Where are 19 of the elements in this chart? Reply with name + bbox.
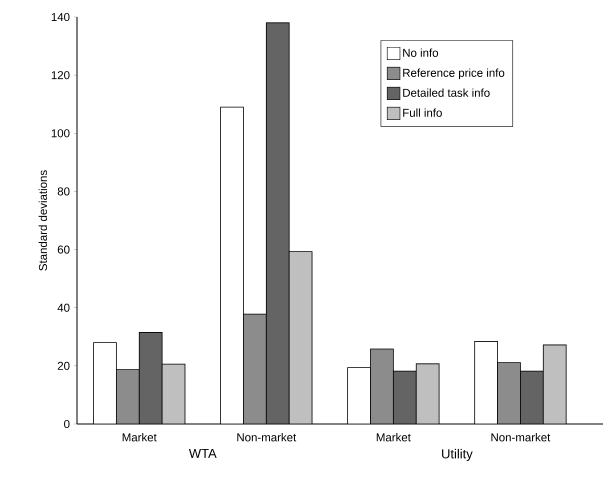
x-tick-label: Market <box>122 433 157 442</box>
legend-label: No info <box>403 48 438 57</box>
y-tick-label: 20 <box>58 362 70 370</box>
text: WTA <box>188 448 217 458</box>
y-tick-label: 120 <box>52 71 70 80</box>
x-tick-label: Market <box>376 433 411 442</box>
y-axis-title: Standard deviations <box>38 170 48 271</box>
legend-label: Reference price info <box>403 68 504 80</box>
y-tick-label: 80 <box>58 187 70 196</box>
y-tick-label: 60 <box>58 246 70 254</box>
x-tick-label: Non-market <box>237 433 296 442</box>
y-tick-label: 140 <box>52 12 70 22</box>
legend-label: Full info <box>403 108 442 117</box>
y-tick-label: 0 <box>64 420 70 428</box>
text: Utility <box>442 448 473 462</box>
y-tick-label: 100 <box>52 129 70 138</box>
y-tick-label: 40 <box>58 304 70 312</box>
legend-label: Detailed task info <box>403 88 490 97</box>
x-tick-label: Non-market <box>491 433 550 442</box>
